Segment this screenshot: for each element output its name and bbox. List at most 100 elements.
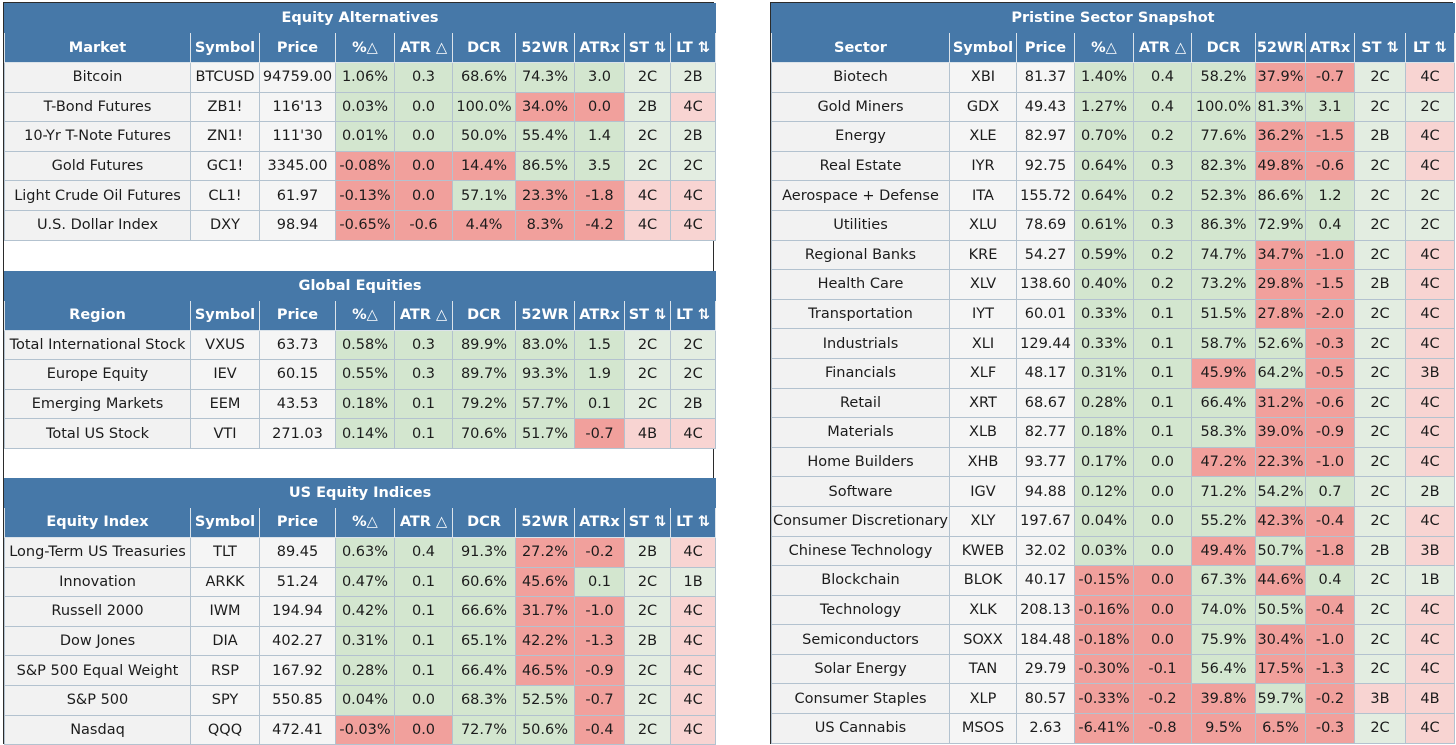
column-header-name[interactable]: Market — [4, 32, 191, 63]
cell-wr52: 42.2% — [515, 625, 575, 657]
cell-wr52: 49.8% — [1255, 150, 1306, 182]
column-header-atr[interactable]: ATR △ — [1133, 32, 1192, 63]
section-title: Equity Alternatives — [3, 3, 717, 33]
cell-symbol: BLOK — [949, 565, 1017, 596]
column-header-price[interactable]: Price — [1016, 32, 1075, 63]
cell-st: 2C — [1354, 91, 1406, 123]
column-header-atrx[interactable]: ATRx — [574, 32, 625, 63]
column-header-st[interactable]: ST ⇅ — [1354, 32, 1406, 63]
cell-name: U.S. Dollar Index — [4, 209, 191, 241]
cell-st: 2C — [1354, 713, 1406, 744]
cell-name: Industrials — [771, 328, 950, 359]
cell-wr52: 57.7% — [515, 388, 575, 420]
cell-atr: 0.0 — [1133, 594, 1192, 626]
column-header-symbol[interactable]: Symbol — [190, 32, 260, 63]
cell-price: 92.75 — [1016, 150, 1075, 182]
column-header-dcr[interactable]: DCR — [452, 32, 516, 63]
cell-symbol: XLP — [949, 683, 1017, 715]
cell-symbol: XBI — [949, 62, 1017, 93]
column-header-symbol[interactable]: Symbol — [190, 299, 260, 331]
column-header-name[interactable]: Region — [4, 299, 191, 331]
column-header-lt[interactable]: LT ⇅ — [669, 506, 717, 538]
cell-st: 2C — [1354, 594, 1406, 626]
cell-dcr: 58.2% — [1191, 62, 1256, 93]
cell-price: 63.73 — [259, 329, 336, 361]
column-header-price[interactable]: Price — [259, 299, 336, 331]
cell-pct: -0.18% — [1074, 624, 1134, 655]
cell-symbol: TAN — [949, 653, 1017, 685]
cell-name: Home Builders — [771, 446, 950, 478]
column-header-wr52[interactable]: 52WR — [1255, 32, 1306, 63]
column-header-name[interactable]: Equity Index — [4, 506, 191, 538]
global-equities-table: Global Equities Region Symbol Price %△ ATR △ D… — [3, 270, 717, 449]
column-header-pct[interactable]: %△ — [1074, 32, 1134, 63]
cell-pct: 0.03% — [335, 91, 395, 123]
cell-st: 2B — [624, 625, 671, 657]
cell-wr52: 34.0% — [515, 91, 575, 123]
cell-pct: 0.70% — [1074, 121, 1134, 152]
column-header-lt[interactable]: LT ⇅ — [1404, 32, 1456, 63]
cell-symbol: SPY — [190, 684, 260, 716]
cell-symbol: VXUS — [190, 329, 260, 361]
cell-dcr: 49.4% — [1191, 535, 1256, 567]
column-header-lt[interactable]: LT ⇅ — [669, 299, 717, 331]
table-row: Financials XLF 48.17 0.31% 0.1 45.9% 64.2% -0.5… — [771, 357, 1456, 389]
cell-price: 167.92 — [259, 655, 336, 686]
cell-price: 82.77 — [1016, 417, 1075, 448]
column-header-dcr[interactable]: DCR — [452, 506, 516, 538]
column-header-st[interactable]: ST ⇅ — [624, 299, 671, 331]
equity-alternatives-table: Equity Alternatives Market Symbol Price %△ AT… — [3, 3, 717, 241]
column-header-pct[interactable]: %△ — [335, 299, 395, 331]
column-header-atrx[interactable]: ATRx — [574, 506, 625, 538]
column-header-st[interactable]: ST ⇅ — [624, 32, 671, 63]
column-header-price[interactable]: Price — [259, 32, 336, 63]
cell-atr: 0.0 — [1133, 505, 1192, 537]
column-header-dcr[interactable]: DCR — [1191, 32, 1256, 63]
column-header-symbol[interactable]: Symbol — [190, 506, 260, 538]
cell-atrx: -4.2 — [574, 209, 625, 241]
column-header-pct[interactable]: %△ — [335, 506, 395, 538]
cell-symbol: IYT — [949, 298, 1017, 330]
column-header-price[interactable]: Price — [259, 506, 336, 538]
column-header-dcr[interactable]: DCR — [452, 299, 516, 331]
cell-st: 2C — [624, 714, 671, 745]
cell-lt: 4C — [1404, 713, 1456, 744]
cell-lt: 4C — [669, 625, 717, 657]
cell-lt: 4C — [1404, 298, 1456, 330]
column-header-symbol[interactable]: Symbol — [949, 32, 1017, 63]
cell-dcr: 82.3% — [1191, 150, 1256, 182]
column-header-atr[interactable]: ATR △ — [394, 506, 453, 538]
cell-st: 2C — [624, 329, 671, 361]
column-header-lt[interactable]: LT ⇅ — [669, 32, 717, 63]
us-equity-indices-table: US Equity Indices Equity Index Symbol Price… — [3, 477, 717, 745]
cell-wr52: 29.8% — [1255, 269, 1306, 300]
cell-symbol: VTI — [190, 418, 260, 449]
table-row: S&P 500 SPY 550.85 0.04% 0.0 68.3% 52.5% -0.7 2C… — [4, 684, 717, 716]
column-header-name[interactable]: Sector — [771, 32, 950, 63]
column-header-wr52[interactable]: 52WR — [515, 32, 575, 63]
section-spacer — [4, 241, 713, 271]
column-header-wr52[interactable]: 52WR — [515, 299, 575, 331]
cell-name: Transportation — [771, 298, 950, 330]
column-header-atr[interactable]: ATR △ — [394, 32, 453, 63]
table-row: Dow Jones DIA 402.27 0.31% 0.1 65.1% 42.2% -1.3… — [4, 625, 717, 657]
cell-atr: 0.2 — [1133, 121, 1192, 152]
cell-atrx: -0.6 — [1305, 150, 1355, 182]
cell-atr: 0.1 — [1133, 357, 1192, 389]
cell-symbol: ZN1! — [190, 121, 260, 152]
section-title: Pristine Sector Snapshot — [770, 3, 1456, 33]
cell-symbol: MSOS — [949, 713, 1017, 744]
cell-dcr: 39.8% — [1191, 683, 1256, 715]
cell-atr: 0.0 — [394, 684, 453, 716]
column-header-wr52[interactable]: 52WR — [515, 506, 575, 538]
right-tables-panel: Pristine Sector Snapshot Sector Symbol Pric… — [770, 2, 1456, 744]
column-header-atrx[interactable]: ATRx — [1305, 32, 1355, 63]
column-header-atr[interactable]: ATR △ — [394, 299, 453, 331]
cell-pct: -0.15% — [1074, 565, 1134, 596]
column-header-pct[interactable]: %△ — [335, 32, 395, 63]
column-header-atrx[interactable]: ATRx — [574, 299, 625, 331]
cell-atrx: -1.0 — [1305, 446, 1355, 478]
column-header-st[interactable]: ST ⇅ — [624, 506, 671, 538]
cell-pct: 0.18% — [1074, 417, 1134, 448]
cell-lt: 2B — [669, 388, 717, 420]
